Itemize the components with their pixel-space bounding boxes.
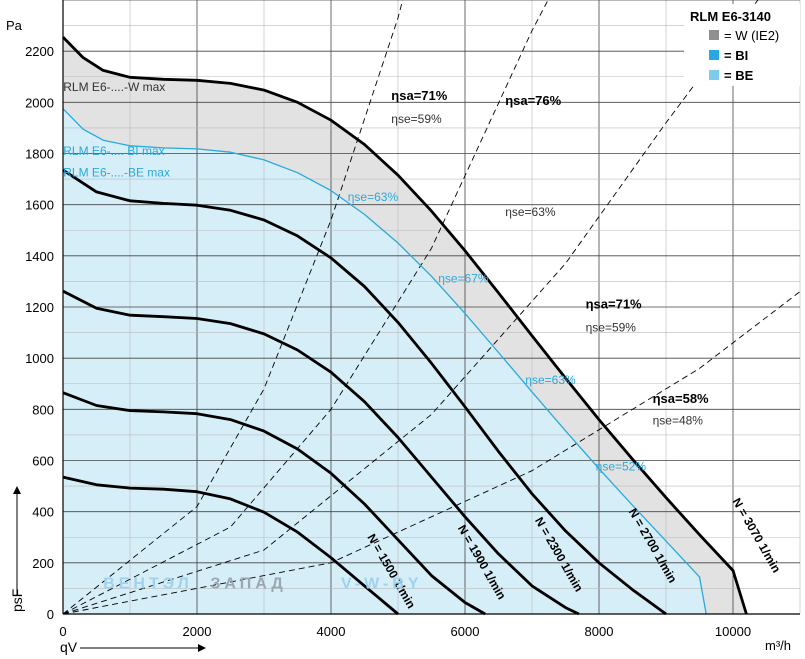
max-label-3: RLM E6-....-BE max — [63, 166, 170, 180]
efficiency-annotation-3: ηsa=76% — [505, 93, 561, 108]
efficiency-annotation-8: ηse=48% — [653, 414, 704, 428]
legend: RLM E6-3140 = W (IE2) = BI = BE — [684, 4, 800, 86]
y-tick-label: 1800 — [25, 147, 54, 162]
speed-curve-2 — [62, 391, 486, 616]
x-tick-label: 4000 — [317, 624, 346, 639]
efficiency-annotation-10: ηse=67% — [438, 272, 489, 286]
efficiency-lines — [62, 0, 801, 615]
y-axis-arrow — [13, 486, 21, 595]
watermark-2: ЗАПАД — [210, 575, 286, 592]
legend-background — [684, 4, 800, 86]
x-axis-arrow — [80, 644, 206, 652]
speed-curve-1 — [62, 475, 399, 616]
y-tick-label: 1000 — [25, 351, 54, 366]
y-tick-label: 2000 — [25, 95, 54, 110]
max-label-2: RLM E6-.... BI max — [63, 144, 164, 158]
efficiency-annotation-5: ηsa=71% — [586, 296, 642, 311]
y-tick-label: 1400 — [25, 249, 54, 264]
efficiency-annotation-1: ηsa=71% — [391, 88, 447, 103]
y-tick-label: 800 — [32, 402, 54, 417]
x-axis-unit: m³/h — [765, 638, 791, 653]
y-axis-label: psF — [9, 589, 25, 612]
efficiency-annotation-11: ηse=63% — [525, 373, 576, 387]
y-tick-label: 2200 — [25, 44, 54, 59]
x-axis-label: qV — [60, 639, 78, 655]
x-tick-label: 10000 — [715, 624, 751, 639]
y-axis-unit: Pa — [6, 18, 23, 33]
x-tick-label: 0 — [59, 624, 66, 639]
bi-region-fill — [63, 108, 707, 614]
efficiency-line-2 — [62, 0, 549, 615]
efficiency-annotation-7: ηsa=58% — [653, 391, 709, 406]
efficiency-annotation-4: ηse=63% — [505, 205, 556, 219]
efficiency-annotation-9: ηse=63% — [348, 190, 399, 204]
y-tick-label: 0 — [47, 607, 54, 622]
legend-swatch-be — [709, 70, 719, 80]
legend-label-bi: = BI — [724, 48, 748, 63]
y-tick-label: 400 — [32, 505, 54, 520]
y-tick-label: 1200 — [25, 300, 54, 315]
x-tick-label: 8000 — [585, 624, 614, 639]
efficiency-annotation-12: ηse=52% — [596, 460, 647, 474]
legend-label-be: = BE — [724, 68, 754, 83]
legend-swatch-bi — [709, 50, 719, 60]
y-tick-label: 200 — [32, 556, 54, 571]
speed-curve-5 — [62, 36, 748, 615]
efficiency-line-4 — [62, 291, 801, 615]
speed-curve-4 — [62, 168, 667, 616]
max-label-1: RLM E6-....-W max — [63, 80, 165, 94]
legend-label-w: = W (IE2) — [724, 28, 779, 43]
efficiency-line-3 — [62, 0, 759, 615]
bi-max-curve — [62, 108, 707, 615]
watermark-3: V-W-BY — [341, 575, 422, 592]
grid-lines — [62, 0, 801, 615]
y-tick-label: 600 — [32, 454, 54, 469]
x-tick-label: 2000 — [183, 624, 212, 639]
efficiency-line-1 — [62, 0, 404, 615]
speed-curves — [62, 36, 748, 616]
speed-curve-3 — [62, 289, 580, 616]
efficiency-annotation-2: ηse=59% — [391, 112, 442, 126]
efficiency-annotation-6: ηse=59% — [586, 320, 637, 334]
legend-swatch-w — [709, 30, 719, 40]
chart-title: RLM E6-3140 — [690, 9, 771, 24]
y-tick-label: 1600 — [25, 198, 54, 213]
fill-regions — [63, 37, 747, 615]
watermark-1: ВЕНТЭЛ — [103, 575, 193, 592]
axes: 0 2000 4000 6000 8000 10000 0 200 400 600 800 1000 1… — [25, 0, 800, 639]
x-tick-label: 6000 — [451, 624, 480, 639]
